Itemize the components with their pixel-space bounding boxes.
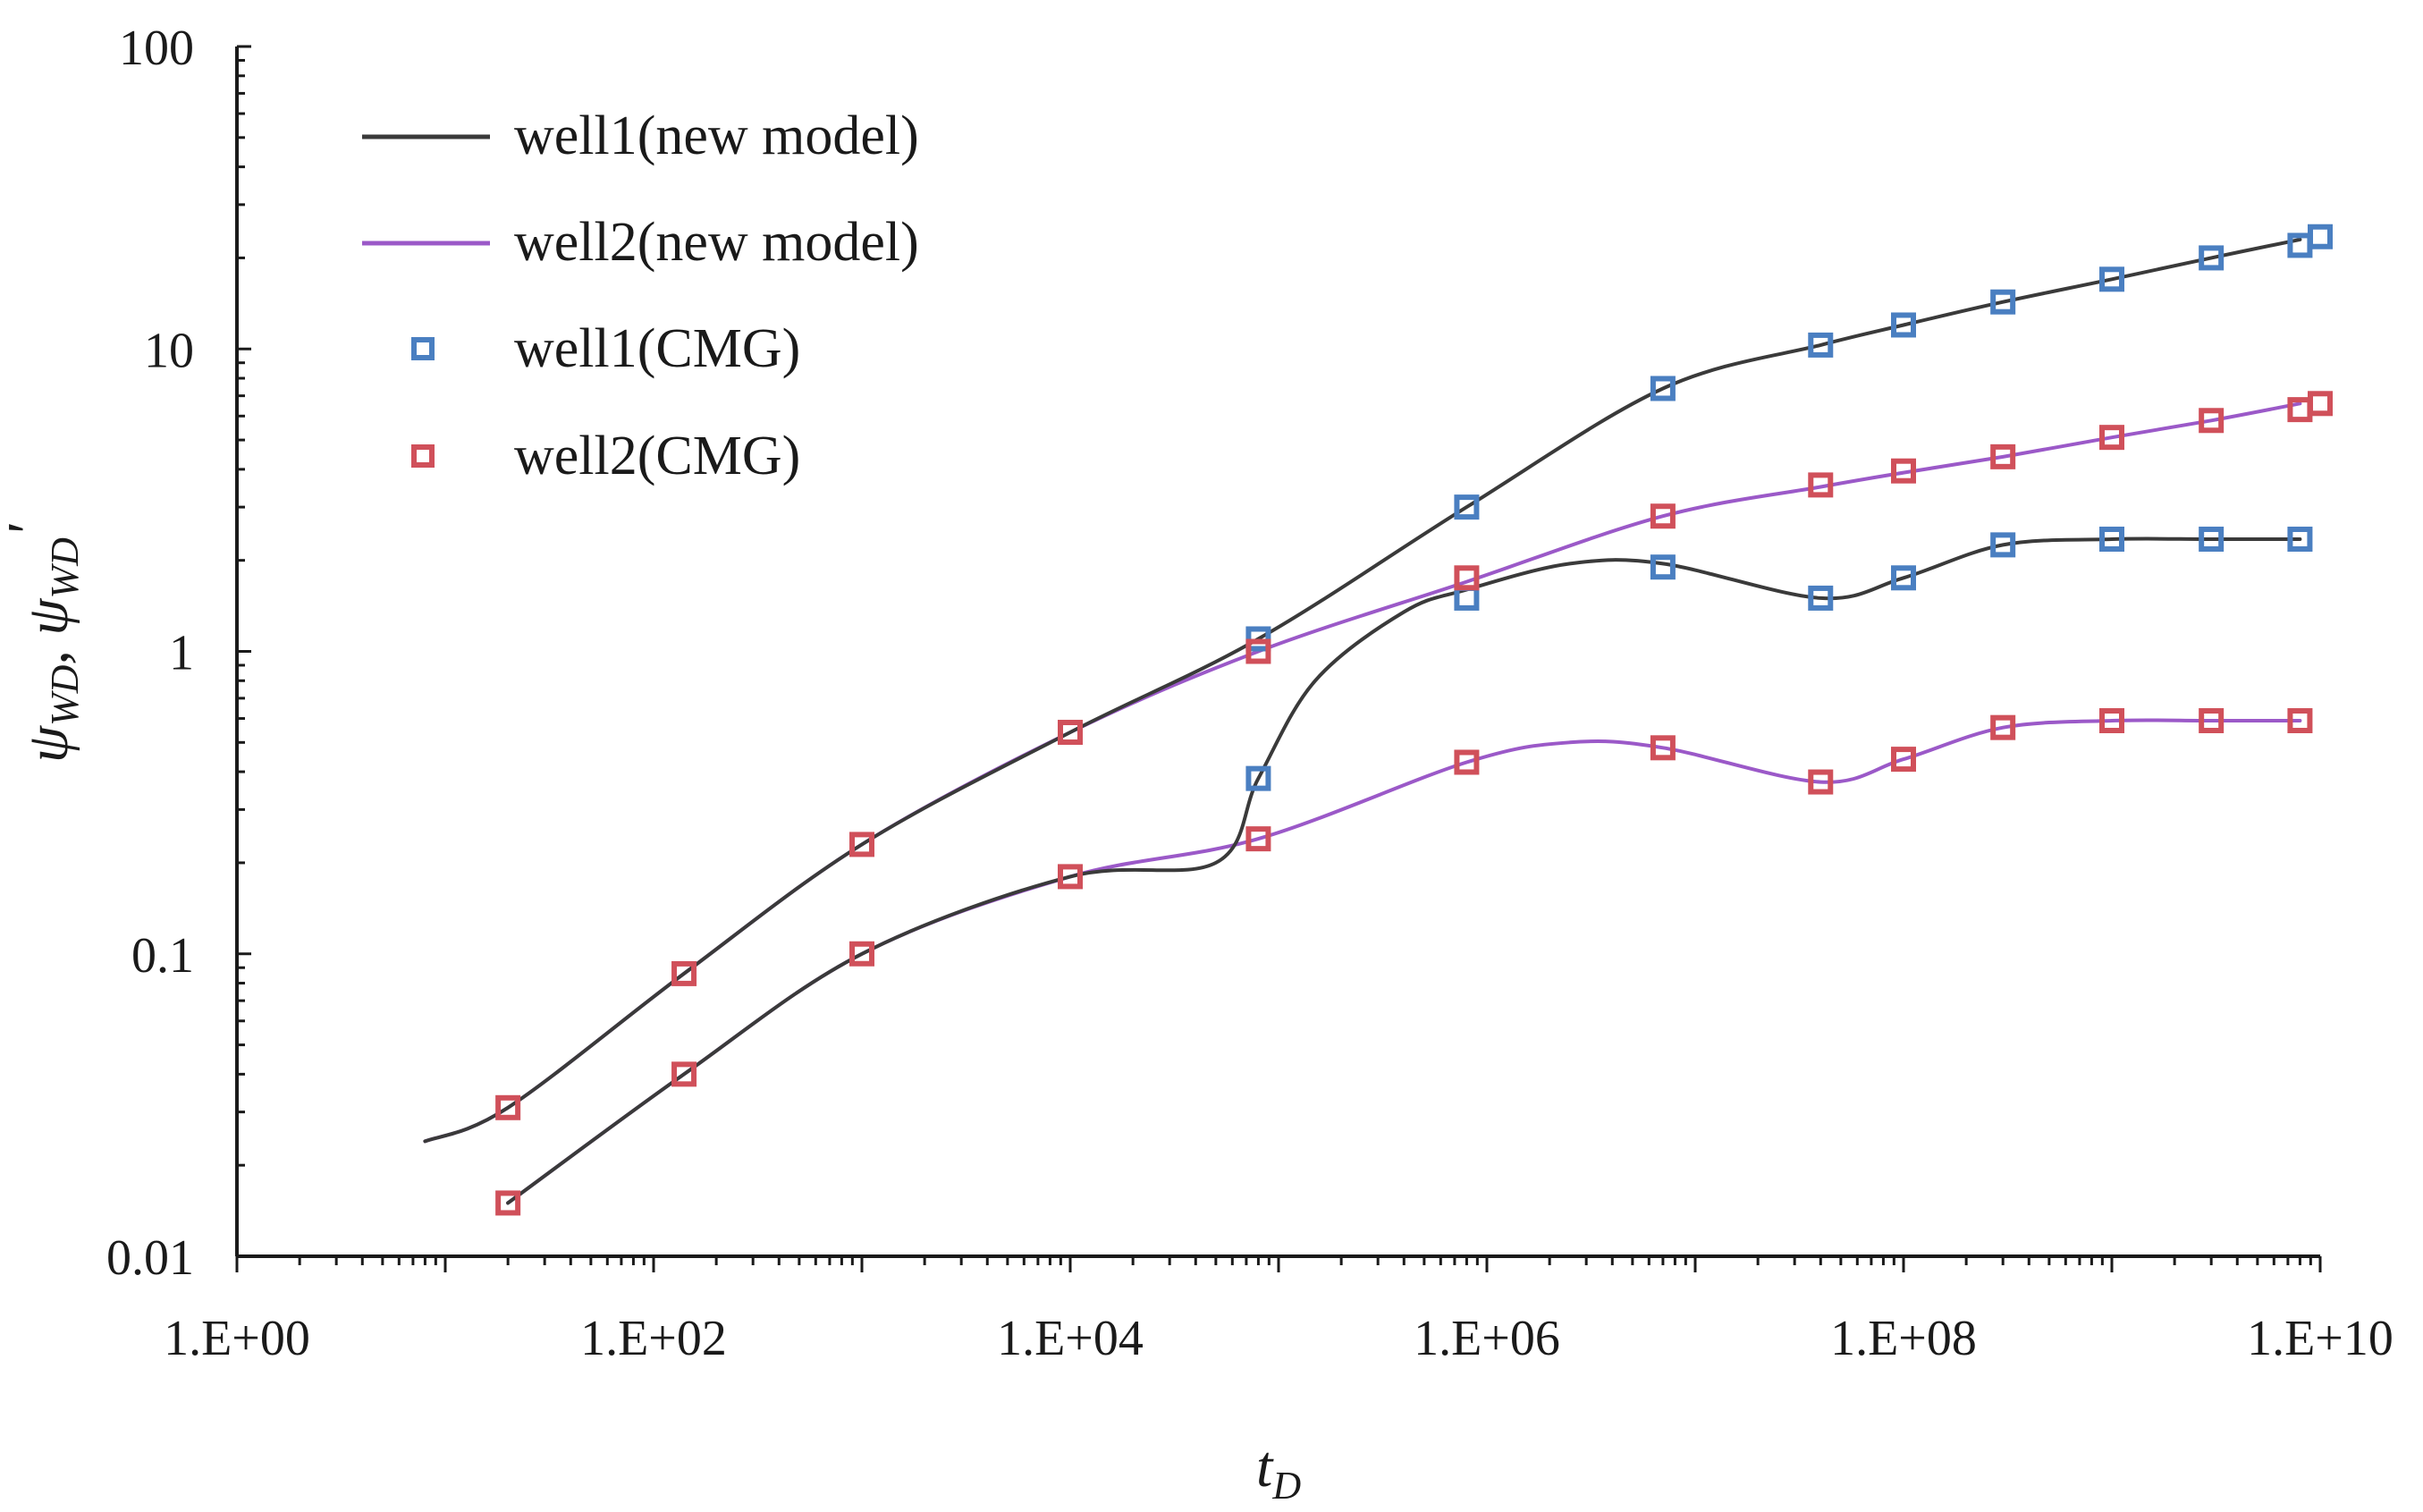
y-tick-label: 0.01 <box>106 1230 194 1286</box>
data-point-marker <box>849 832 874 857</box>
y-tick-label: 100 <box>119 21 194 76</box>
series-markers <box>495 224 2333 1216</box>
y-tick-label: 1 <box>169 626 194 681</box>
legend: well1(new model) well2(new model) well1(… <box>362 106 919 486</box>
data-point-marker <box>2308 391 2333 417</box>
legend-item-well2-new-model: well2(new model) <box>362 212 919 273</box>
data-point-marker <box>2099 526 2124 552</box>
legend-item-well2-cmg: well2(CMG) <box>411 426 800 486</box>
data-point-marker <box>1454 565 1480 591</box>
data-point-marker <box>2199 526 2225 552</box>
series-line-derivative <box>506 718 2302 1205</box>
data-point-marker <box>1454 494 1480 520</box>
data-point-marker <box>1990 532 2016 558</box>
data-point-marker <box>1245 638 1271 664</box>
data-point-marker <box>1808 472 1834 498</box>
data-point-marker <box>849 941 874 967</box>
y-minor-ticks <box>237 45 251 1258</box>
y-tick-labels: 0.01 0.1 1 10 100 <box>106 21 194 1286</box>
legend-swatch-square-blue <box>411 337 435 360</box>
data-point-marker <box>1808 585 1834 611</box>
data-point-marker <box>2099 425 2124 451</box>
data-point-marker <box>1990 714 2016 740</box>
data-point-marker <box>1650 554 1676 580</box>
data-point-marker <box>1891 312 1916 338</box>
data-point-marker <box>1990 289 2016 315</box>
data-point-marker <box>495 1094 521 1120</box>
legend-label-well1-cmg: well1(CMG) <box>514 318 800 379</box>
data-point-marker <box>1650 376 1676 401</box>
y-axis-title: ψWD, ψWD' <box>0 523 87 763</box>
x-tick-label: 1.E+10 <box>2247 1311 2393 1366</box>
legend-item-well1-new-model: well1(new model) <box>362 106 919 166</box>
series-line-derivative <box>506 536 2302 1205</box>
data-point-marker <box>1891 565 1916 591</box>
series-line-pressure <box>423 237 2302 1144</box>
data-point-marker <box>2199 708 2225 734</box>
data-point-marker <box>671 960 697 986</box>
y-tick-label: 10 <box>144 323 194 378</box>
legend-label-well2-cmg: well2(CMG) <box>514 426 800 486</box>
series-lines <box>423 237 2302 1205</box>
y-tick-label: 0.1 <box>131 928 194 984</box>
data-point-marker <box>1808 332 1834 358</box>
y-axis-label: ψWD, ψWD' <box>0 523 87 763</box>
x-minor-ticks <box>235 1256 2322 1272</box>
x-axis-title: tD <box>1256 1434 1301 1508</box>
x-tick-label: 1.E+04 <box>997 1311 1144 1366</box>
data-point-marker <box>2308 224 2333 249</box>
data-point-marker <box>1990 443 2016 469</box>
x-tick-label: 1.E+08 <box>1830 1311 1977 1366</box>
x-axis-label: tD <box>1256 1434 1301 1508</box>
legend-label-well2-new-model: well2(new model) <box>514 212 919 273</box>
legend-item-well1-cmg: well1(CMG) <box>411 318 800 379</box>
data-point-marker <box>1245 765 1271 791</box>
data-point-marker <box>2199 245 2225 271</box>
x-tick-label: 1.E+06 <box>1414 1311 1560 1366</box>
data-point-marker <box>1245 826 1271 852</box>
legend-label-well1-new-model: well1(new model) <box>514 106 919 166</box>
data-point-marker <box>495 1190 521 1216</box>
legend-swatch-square-red <box>411 444 435 468</box>
data-point-marker <box>1891 747 1916 773</box>
data-point-marker <box>2287 526 2313 552</box>
data-point-marker <box>2287 708 2313 734</box>
data-point-marker <box>2099 266 2124 292</box>
data-point-marker <box>1454 749 1480 775</box>
data-point-marker <box>2099 708 2124 734</box>
x-tick-label: 1.E+02 <box>580 1311 727 1366</box>
data-point-marker <box>1650 735 1676 761</box>
series-line-pressure <box>423 401 2302 1144</box>
data-point-marker <box>1058 720 1083 746</box>
data-point-marker <box>1808 769 1834 795</box>
data-point-marker <box>2199 408 2225 434</box>
data-point-marker <box>1058 864 1083 890</box>
x-tick-label: 1.E+00 <box>164 1311 310 1366</box>
data-point-marker <box>1891 458 1916 484</box>
x-tick-labels: 1.E+00 1.E+02 1.E+04 1.E+06 1.E+08 1.E+10 <box>164 1311 2393 1366</box>
data-point-marker <box>671 1061 697 1087</box>
data-point-marker <box>1650 503 1676 529</box>
data-point-marker <box>1245 626 1271 652</box>
